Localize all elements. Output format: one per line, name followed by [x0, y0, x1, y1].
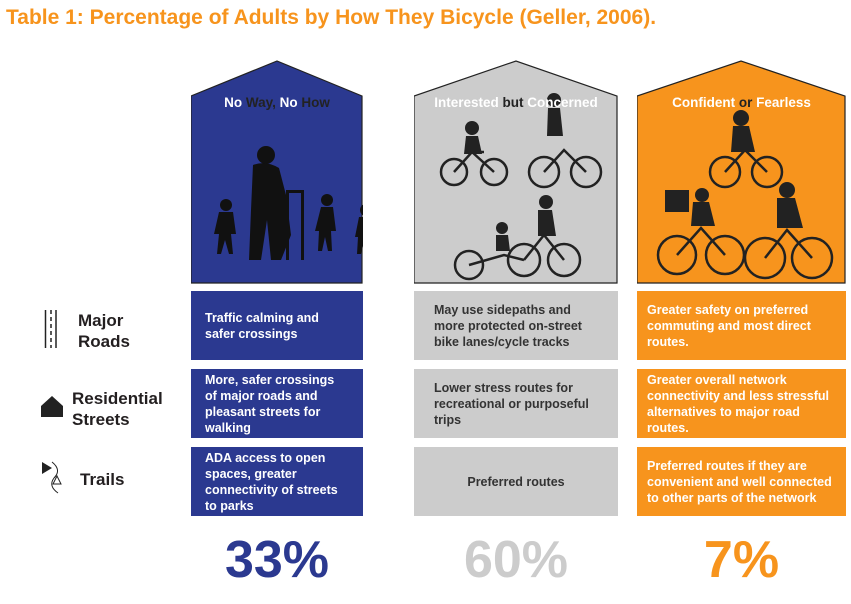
house-confident-or-fearless: Confident or Fearless: [637, 60, 846, 284]
cell-residential-no-way: More, safer crossings of major roads and…: [191, 369, 363, 438]
row-label-major-roads: Major Roads: [78, 311, 130, 351]
road-lanes-icon: [44, 310, 57, 348]
cell-major-roads-confident: Greater safety on preferred commuting an…: [637, 291, 846, 360]
page-title: Table 1: Percentage of Adults by How The…: [6, 6, 657, 29]
cell-trails-interested: Preferred routes: [414, 447, 618, 516]
row-label-residential-streets: Residential Streets: [72, 389, 163, 429]
cell-major-roads-interested: May use sidepaths and more protected on-…: [414, 291, 618, 360]
cyclists-silhouette-icon: [439, 148, 603, 281]
cell-trails-no-way: ADA access to open spaces, greater conne…: [191, 447, 363, 516]
house-interested-but-concerned: Interested but Concerned: [414, 60, 618, 284]
cell-residential-confident: Greater overall network connectivity and…: [637, 369, 846, 438]
percent-interested: 60%: [463, 531, 569, 589]
cell-major-roads-no-way: Traffic calming and safer crossings: [191, 291, 363, 360]
trail-icon: [42, 461, 62, 494]
cell-trails-confident: Preferred routes if they are convenient …: [637, 447, 846, 516]
house-icon: [41, 396, 63, 417]
column-title: Interested but Concerned: [434, 95, 598, 110]
row-label-trails: Trails: [80, 470, 125, 489]
percent-no-way: 33%: [224, 531, 330, 589]
house-no-way-no-how: No Way, No How: [191, 60, 363, 284]
cyclists-silhouette-icon: [656, 148, 834, 280]
column-title: No Way, No How: [224, 95, 330, 110]
column-title: Confident or Fearless: [672, 95, 811, 110]
cell-residential-interested: Lower stress routes for recreational or …: [414, 369, 618, 438]
pedestrians-silhouette-icon: [214, 146, 363, 260]
percent-confident: 7%: [703, 531, 780, 589]
